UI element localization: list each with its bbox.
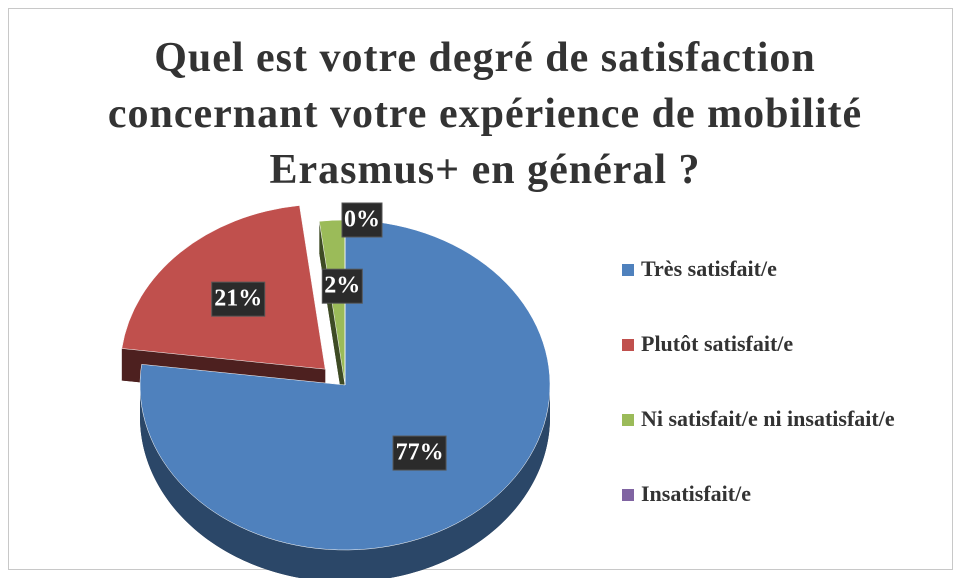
legend-label: Plutôt satisfait/e [641, 331, 793, 356]
value-label-group: 2% [321, 268, 363, 304]
slice [139, 219, 551, 551]
chart-frame [8, 8, 953, 570]
slice-side [140, 385, 550, 578]
value-label-group: 0% [341, 202, 383, 238]
legend-label: Ni satisfait/e ni insatisfait/e [641, 406, 895, 431]
legend-label: Insatisfait/e [641, 481, 751, 506]
chart-title: Quel est votre degré de satisfaction con… [107, 35, 863, 193]
legend-label: Très satisfait/e [641, 256, 777, 281]
value-label-box [341, 202, 383, 238]
value-label-box [392, 435, 447, 471]
value-label-group: 77% [392, 435, 447, 471]
value-label: 2% [324, 273, 360, 299]
value-label-group: 21% [211, 281, 266, 317]
legend-swatch [622, 264, 634, 276]
legend-swatch [622, 339, 634, 351]
value-label: 77% [396, 440, 444, 466]
value-label-box [211, 281, 266, 317]
legend-swatch [622, 489, 634, 501]
value-label-box [321, 268, 363, 304]
legend-swatch [622, 414, 634, 426]
value-label: 21% [214, 286, 262, 312]
value-label: 0% [344, 207, 380, 233]
